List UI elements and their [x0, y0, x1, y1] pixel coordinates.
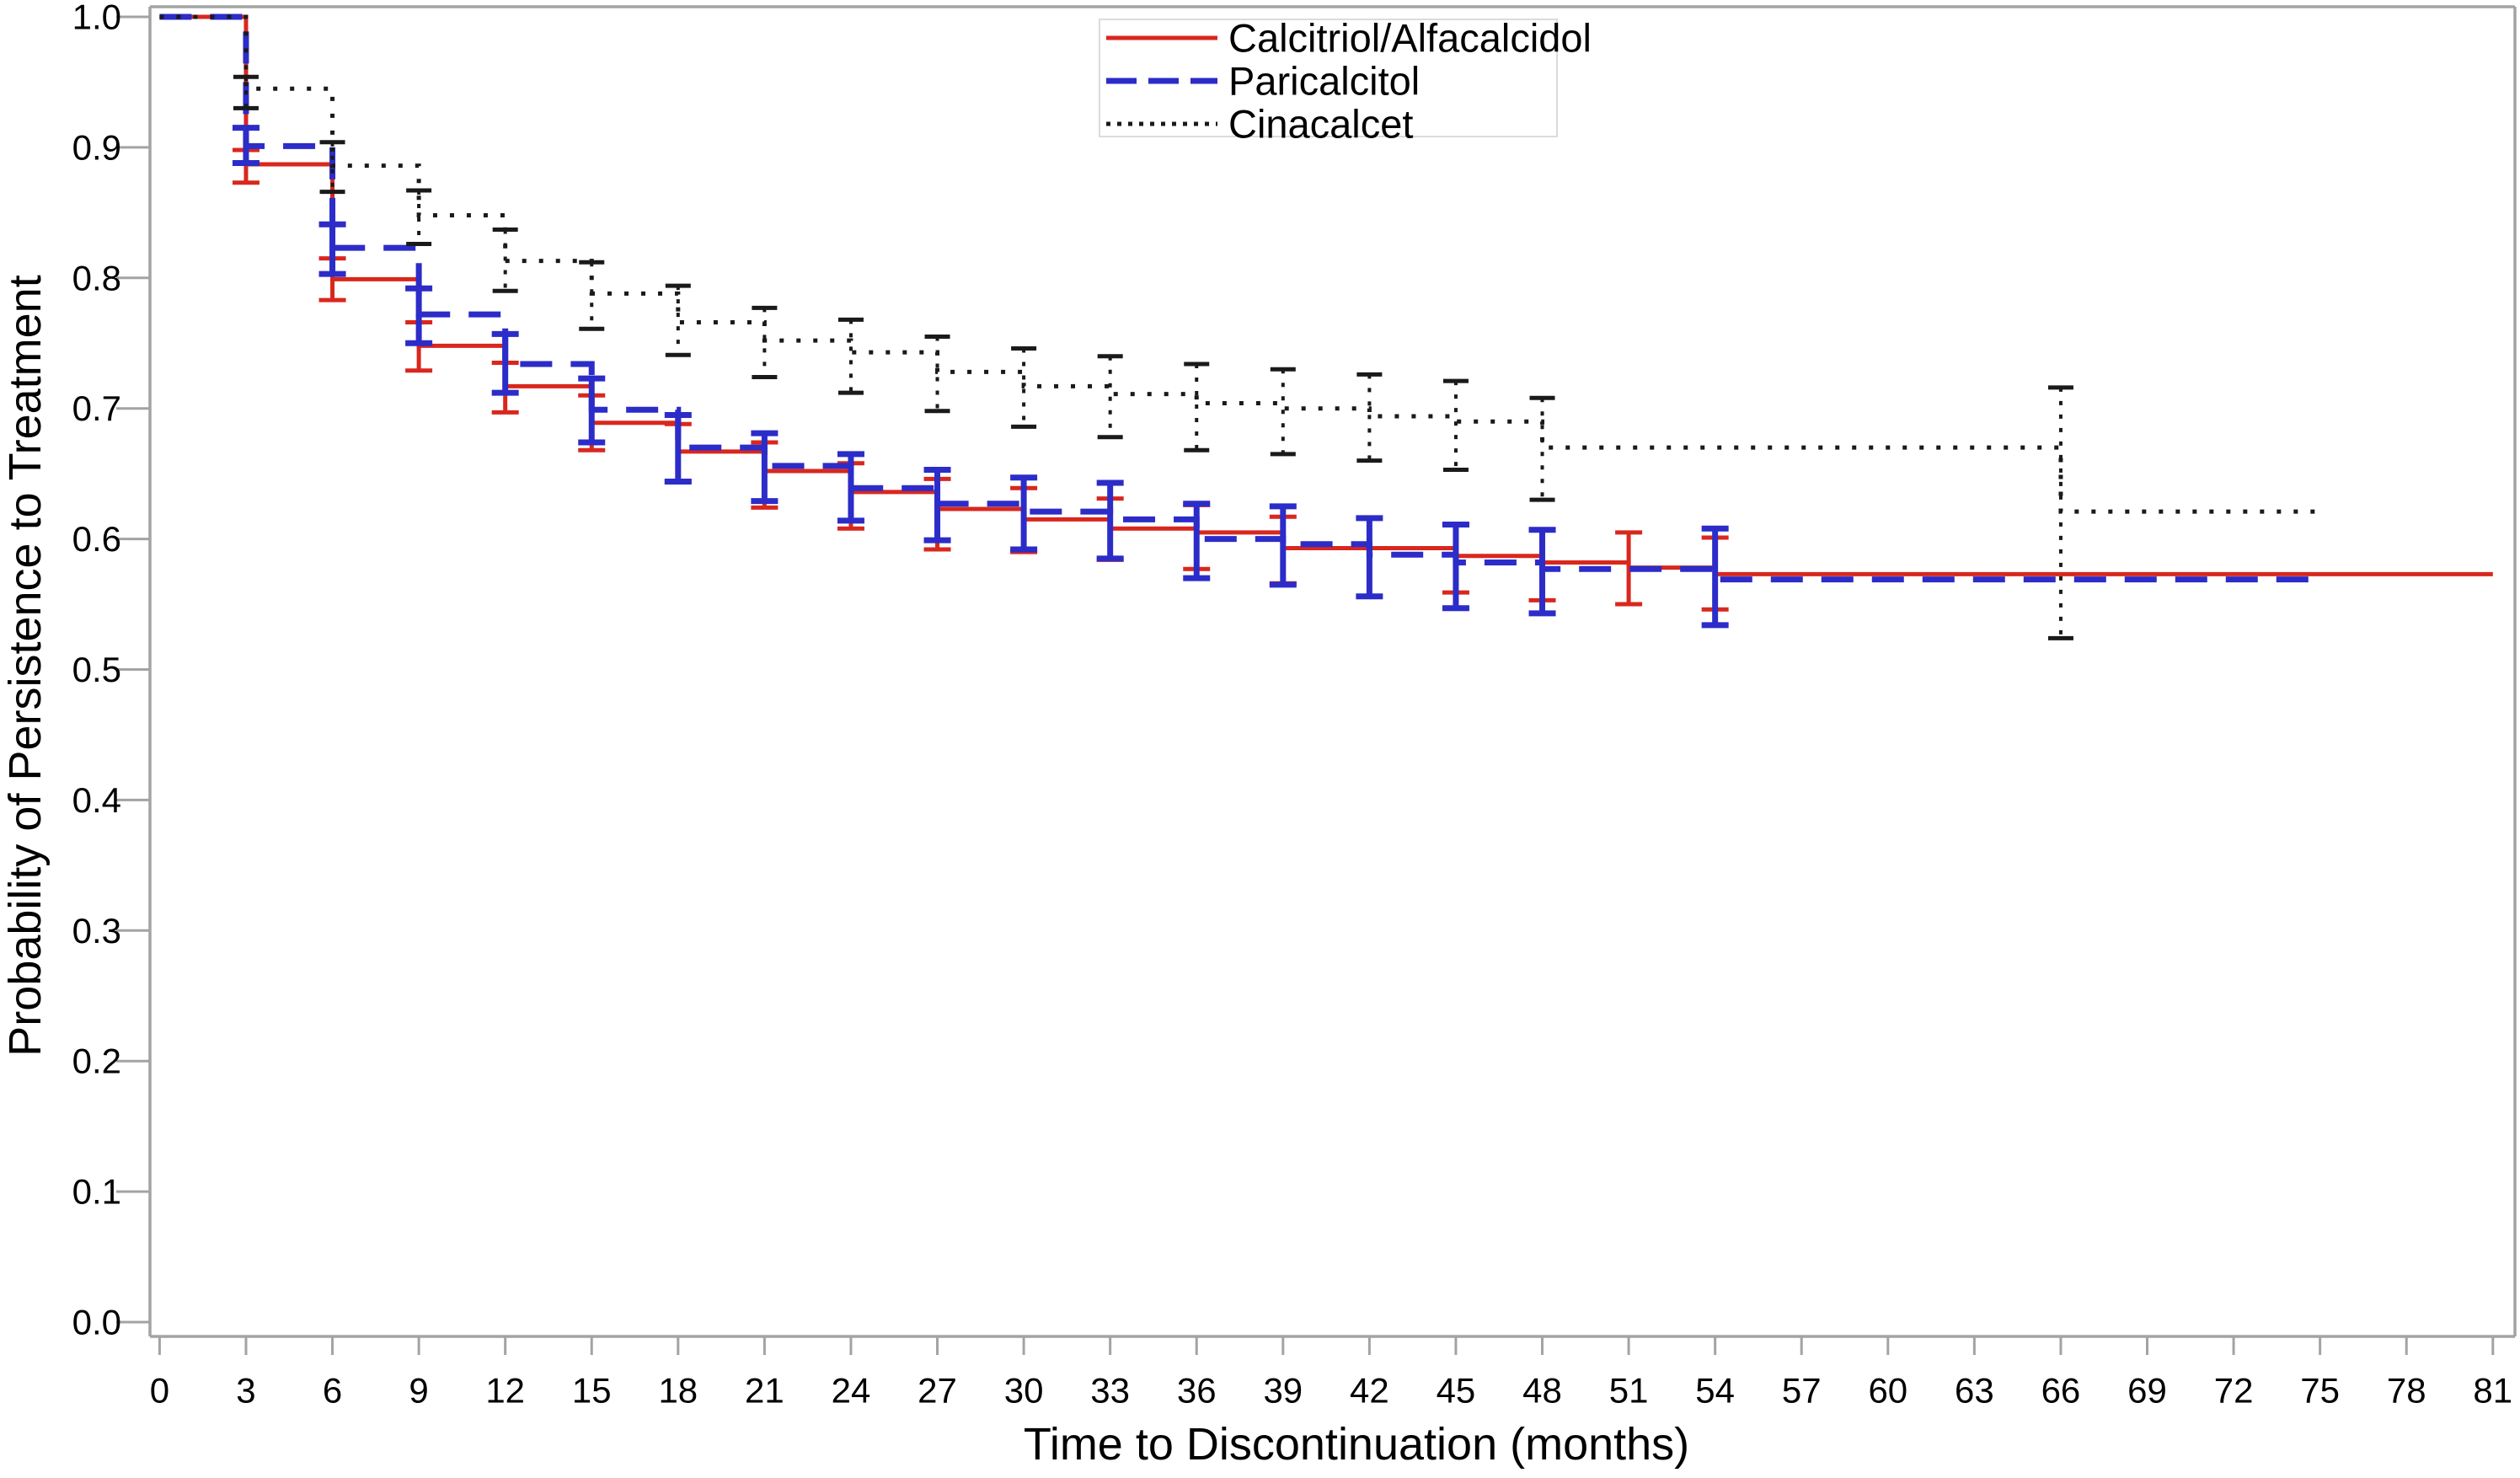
x-tick-label: 18 — [658, 1371, 698, 1411]
x-tick-label: 69 — [2127, 1371, 2167, 1411]
x-tick-label: 39 — [1263, 1371, 1303, 1411]
x-tick-label: 27 — [918, 1371, 957, 1411]
x-tick-label: 6 — [323, 1371, 342, 1411]
x-tick-label: 51 — [1609, 1371, 1649, 1411]
series-layer — [159, 13, 2493, 640]
series-dashed — [159, 13, 2320, 629]
legend-label: Paricalcitol — [1228, 59, 1420, 104]
x-tick-label: 21 — [745, 1371, 784, 1411]
x-axis: 0 3 6 9 12 15 18 21 24 27 30 33 36 39 42 45 48 51 54 57 60 63… — [150, 1336, 2512, 1411]
x-tick-label: 72 — [2214, 1371, 2254, 1411]
y-tick-label: 0.7 — [72, 388, 121, 428]
x-tick-label: 75 — [2300, 1371, 2340, 1411]
legend: Calcitriol/AlfacalcidolParicalcitolCinac… — [1099, 16, 1592, 147]
y-tick-label: 0.5 — [72, 650, 121, 689]
legend-label: Cinacalcet — [1228, 102, 1413, 147]
y-axis: 1.0 0.9 0.8 0.7 0.6 0.5 0.4 0.3 0.2 0.1 0.0 — [72, 0, 150, 1342]
x-tick-label: 15 — [572, 1371, 612, 1411]
y-tick-label: 0.8 — [72, 258, 121, 297]
x-tick-label: 48 — [1522, 1371, 1562, 1411]
y-tick-label: 1.0 — [72, 0, 121, 37]
series-dotted — [159, 14, 2320, 640]
x-tick-label: 63 — [1955, 1371, 1994, 1411]
y-tick-label: 0.0 — [72, 1303, 121, 1342]
x-axis-title: Time to Discontinuation (months) — [1024, 1419, 1689, 1470]
y-tick-label: 0.9 — [72, 127, 121, 167]
y-tick-label: 0.4 — [72, 780, 121, 820]
x-tick-label: 33 — [1090, 1371, 1130, 1411]
x-tick-label: 60 — [1868, 1371, 1907, 1411]
legend-label: Calcitriol/Alfacalcidol — [1228, 16, 1592, 61]
x-tick-label: 12 — [485, 1371, 525, 1411]
y-tick-label: 0.3 — [72, 911, 121, 951]
x-tick-label: 66 — [2041, 1371, 2081, 1411]
y-tick-label: 0.2 — [72, 1042, 121, 1081]
x-tick-label: 30 — [1004, 1371, 1044, 1411]
plot-frame — [148, 5, 2517, 1338]
x-tick-label: 0 — [150, 1371, 169, 1411]
y-tick-label: 0.1 — [72, 1172, 121, 1212]
x-tick-label: 24 — [832, 1371, 871, 1411]
x-tick-label: 45 — [1437, 1371, 1476, 1411]
y-tick-label: 0.6 — [72, 519, 121, 559]
y-axis-title: Probability of Persistence to Treatment — [0, 275, 51, 1056]
x-tick-label: 78 — [2387, 1371, 2426, 1411]
x-tick-label: 42 — [1350, 1371, 1389, 1411]
x-tick-label: 57 — [1782, 1371, 1822, 1411]
x-tick-label: 81 — [2473, 1371, 2512, 1411]
x-tick-label: 36 — [1177, 1371, 1217, 1411]
x-tick-label: 9 — [409, 1371, 428, 1411]
x-tick-label: 3 — [236, 1371, 255, 1411]
x-tick-label: 54 — [1695, 1371, 1735, 1411]
